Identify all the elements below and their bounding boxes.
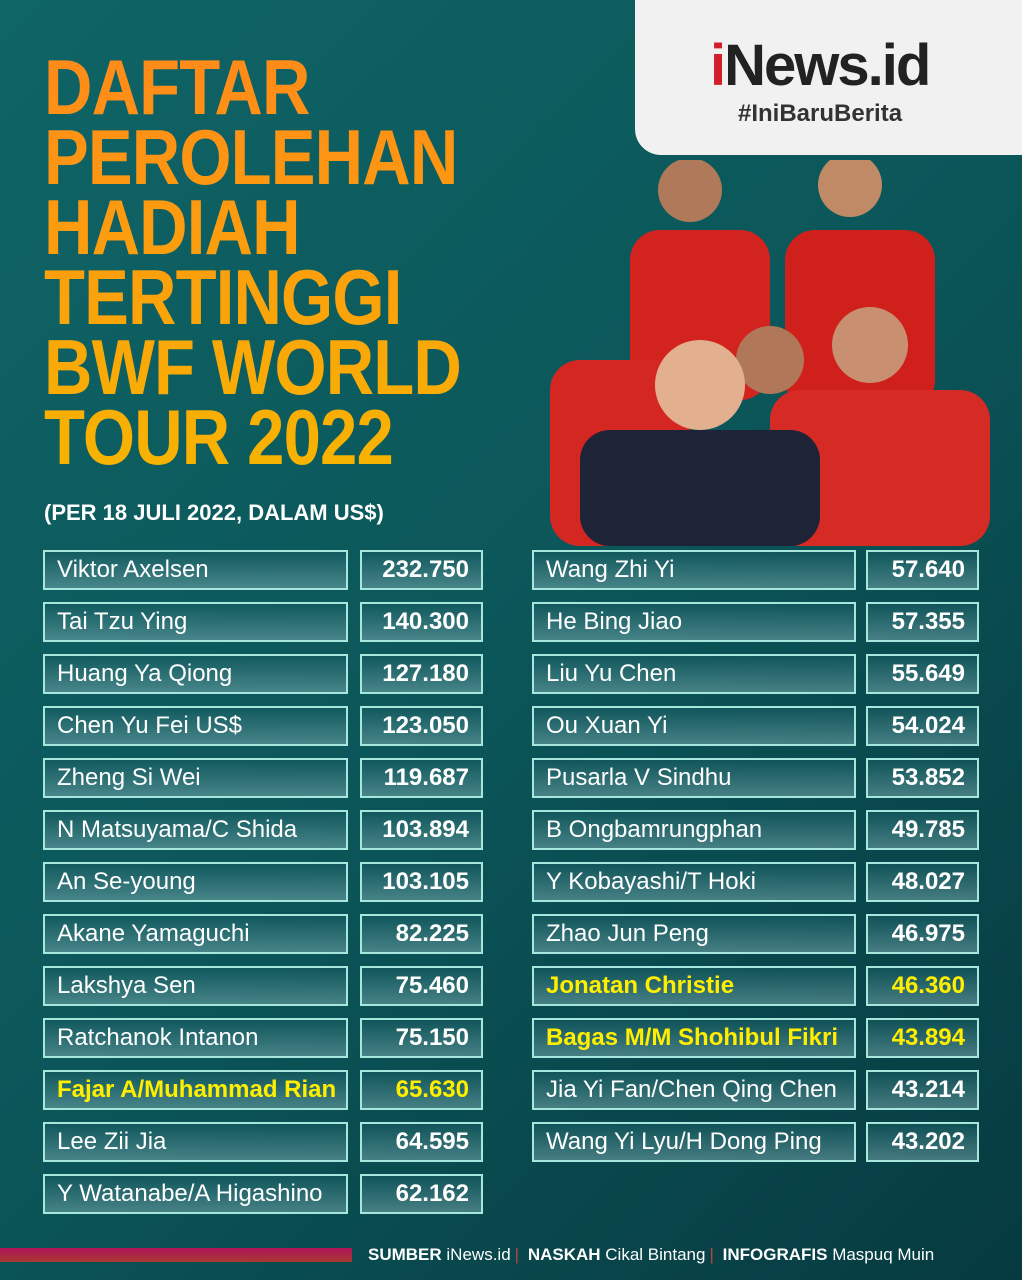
player-name: Zhao Jun Peng: [532, 914, 856, 954]
player-name: Fajar A/Muhammad Rian: [43, 1070, 348, 1110]
player-name: Lakshya Sen: [43, 966, 348, 1006]
player-name: He Bing Jiao: [532, 602, 856, 642]
prize-value: 43.894: [866, 1018, 979, 1058]
title-line: HADIAH: [44, 183, 300, 271]
prize-value: 123.050: [360, 706, 483, 746]
player-name: Y Kobayashi/T Hoki: [532, 862, 856, 902]
players-photo: [550, 160, 990, 546]
source-label: SUMBER: [368, 1245, 442, 1264]
title-line: BWF WORLD: [44, 323, 461, 411]
player-name: Jia Yi Fan/Chen Qing Chen: [532, 1070, 856, 1110]
player-name: Viktor Axelsen: [43, 550, 348, 590]
prize-value: 53.852: [866, 758, 979, 798]
graphic-label: INFOGRAFIS: [722, 1245, 828, 1264]
player-name: Bagas M/M Shohibul Fikri: [532, 1018, 856, 1058]
title-line: DAFTAR: [44, 43, 310, 131]
player-name: Jonatan Christie: [532, 966, 856, 1006]
player-name: Tai Tzu Ying: [43, 602, 348, 642]
prize-value: 82.225: [360, 914, 483, 954]
prize-value: 57.640: [866, 550, 979, 590]
prize-value: 43.214: [866, 1070, 979, 1110]
title-line: TOUR 2022: [44, 393, 393, 481]
prize-value: 140.300: [360, 602, 483, 642]
player-name: Lee Zii Jia: [43, 1122, 348, 1162]
player-name: Pusarla V Sindhu: [532, 758, 856, 798]
prize-value: 43.202: [866, 1122, 979, 1162]
player-name: An Se-young: [43, 862, 348, 902]
logo-panel: [635, 0, 1022, 155]
player-name: N Matsuyama/C Shida: [43, 810, 348, 850]
graphic: Maspuq Muin: [832, 1245, 935, 1264]
source: iNews.id: [446, 1245, 511, 1264]
prize-value: 64.595: [360, 1122, 483, 1162]
tagline: #IniBaruBerita: [738, 100, 903, 127]
prize-value: 119.687: [360, 758, 483, 798]
subtitle: (PER 18 JULI 2022, DALAM US$): [44, 500, 384, 525]
player-name: Chen Yu Fei US$: [43, 706, 348, 746]
prize-value: 49.785: [866, 810, 979, 850]
player-name: Huang Ya Qiong: [43, 654, 348, 694]
prize-value: 54.024: [866, 706, 979, 746]
inews-logo: iNews.id: [710, 33, 931, 98]
player-name: Wang Yi Lyu/H Dong Ping: [532, 1122, 856, 1162]
player-name: Ratchanok Intanon: [43, 1018, 348, 1058]
prize-value: 62.162: [360, 1174, 483, 1214]
player-name: Zheng Si Wei: [43, 758, 348, 798]
prize-value: 65.630: [360, 1070, 483, 1110]
prize-value: 48.027: [866, 862, 979, 902]
player-name: B Ongbamrungphan: [532, 810, 856, 850]
prize-value: 103.105: [360, 862, 483, 902]
prize-value: 232.750: [360, 550, 483, 590]
player-name: Wang Zhi Yi: [532, 550, 856, 590]
player-name: Ou Xuan Yi: [532, 706, 856, 746]
prize-value: 75.150: [360, 1018, 483, 1058]
prize-value: 46.975: [866, 914, 979, 954]
player-name: Liu Yu Chen: [532, 654, 856, 694]
title: DAFTAR PEROLEHAN HADIAH TERTINGGI BWF WO…: [44, 52, 461, 472]
writer-label: NASKAH: [527, 1245, 601, 1264]
prize-value: 46.360: [866, 966, 979, 1006]
prize-value: 127.180: [360, 654, 483, 694]
writer: Cikal Bintang: [605, 1245, 706, 1264]
footer-credits: SUMBER iNews.id | NASKAH Cikal Bintang | I…: [368, 1245, 935, 1264]
prize-value: 55.649: [866, 654, 979, 694]
prize-value: 103.894: [360, 810, 483, 850]
title-line: PEROLEHAN: [44, 113, 458, 201]
title-line: TERTINGGI: [44, 253, 402, 341]
footer-bar: [0, 1248, 352, 1262]
prize-value: 75.460: [360, 966, 483, 1006]
player-name: Akane Yamaguchi: [43, 914, 348, 954]
prize-value: 57.355: [866, 602, 979, 642]
player-name: Y Watanabe/A Higashino: [43, 1174, 348, 1214]
